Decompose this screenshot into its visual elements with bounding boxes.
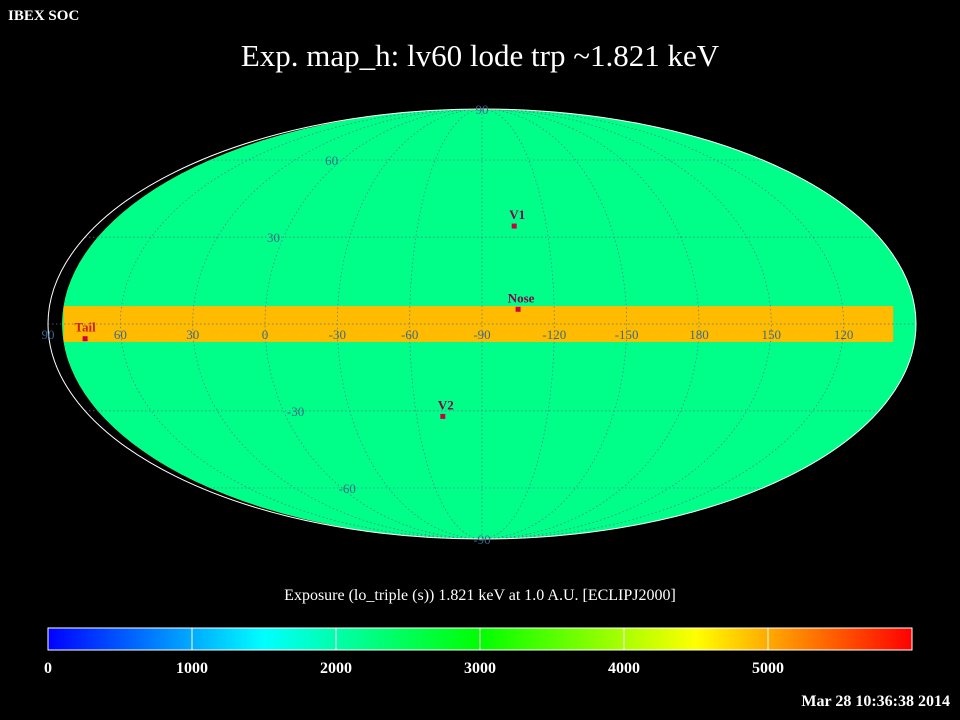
marker-point xyxy=(440,413,446,419)
longitude-label: 30 xyxy=(186,327,199,342)
marker-label: Tail xyxy=(74,320,96,335)
longitude-label: 150 xyxy=(762,327,782,342)
longitude-label: 180 xyxy=(689,327,709,342)
longitude-label: 0 xyxy=(262,327,269,342)
timestamp: Mar 28 10:36:38 2014 xyxy=(801,693,950,710)
colorbar-tick-label: 0 xyxy=(44,660,52,677)
longitude-label: 120 xyxy=(834,327,854,342)
latitude-label: -60 xyxy=(339,481,356,496)
colorbar-title: Exposure (lo_triple (s)) 1.821 keV at 1.… xyxy=(284,587,676,604)
meridian-line xyxy=(481,108,628,540)
latitude-label: 90 xyxy=(476,102,489,117)
marker-point xyxy=(82,336,88,342)
longitude-label: 90 xyxy=(42,327,55,342)
marker-label: V2 xyxy=(438,397,454,412)
colorbar-tick-label: 3000 xyxy=(464,660,496,677)
meridian-line xyxy=(192,108,483,540)
longitude-label: -120 xyxy=(542,327,566,342)
marker-label: Nose xyxy=(508,290,535,305)
colorbar-tick-label: 2000 xyxy=(320,660,352,677)
colorbar-tick-label: 5000 xyxy=(752,660,784,677)
longitude-label: -60 xyxy=(401,327,418,342)
colorbar-tick-label: 1000 xyxy=(176,660,208,677)
latitude-label: 30 xyxy=(267,230,280,245)
meridian-line xyxy=(481,108,845,540)
meridian-line xyxy=(481,108,555,540)
longitude-label: 60 xyxy=(114,327,127,342)
marker-point xyxy=(511,223,517,229)
graticule xyxy=(47,108,916,540)
ecliptic-cell xyxy=(63,306,894,342)
longitude-label: -30 xyxy=(329,327,346,342)
map-outline xyxy=(47,108,917,540)
colorbar-tick-label: 4000 xyxy=(608,660,640,677)
meridian-line xyxy=(409,108,483,540)
org-label: IBEX SOC xyxy=(8,8,80,24)
latitude-label: 60 xyxy=(325,153,338,168)
marker-point xyxy=(515,306,521,312)
chart-title: Exp. map_h: lv60 lode trp ~1.821 keV xyxy=(240,38,720,73)
latitude-label: -30 xyxy=(287,404,304,419)
longitude-label: -90 xyxy=(473,327,490,342)
longitude-label: -150 xyxy=(615,327,639,342)
marker-label: V1 xyxy=(509,207,525,222)
latitude-label: -90 xyxy=(473,532,490,547)
